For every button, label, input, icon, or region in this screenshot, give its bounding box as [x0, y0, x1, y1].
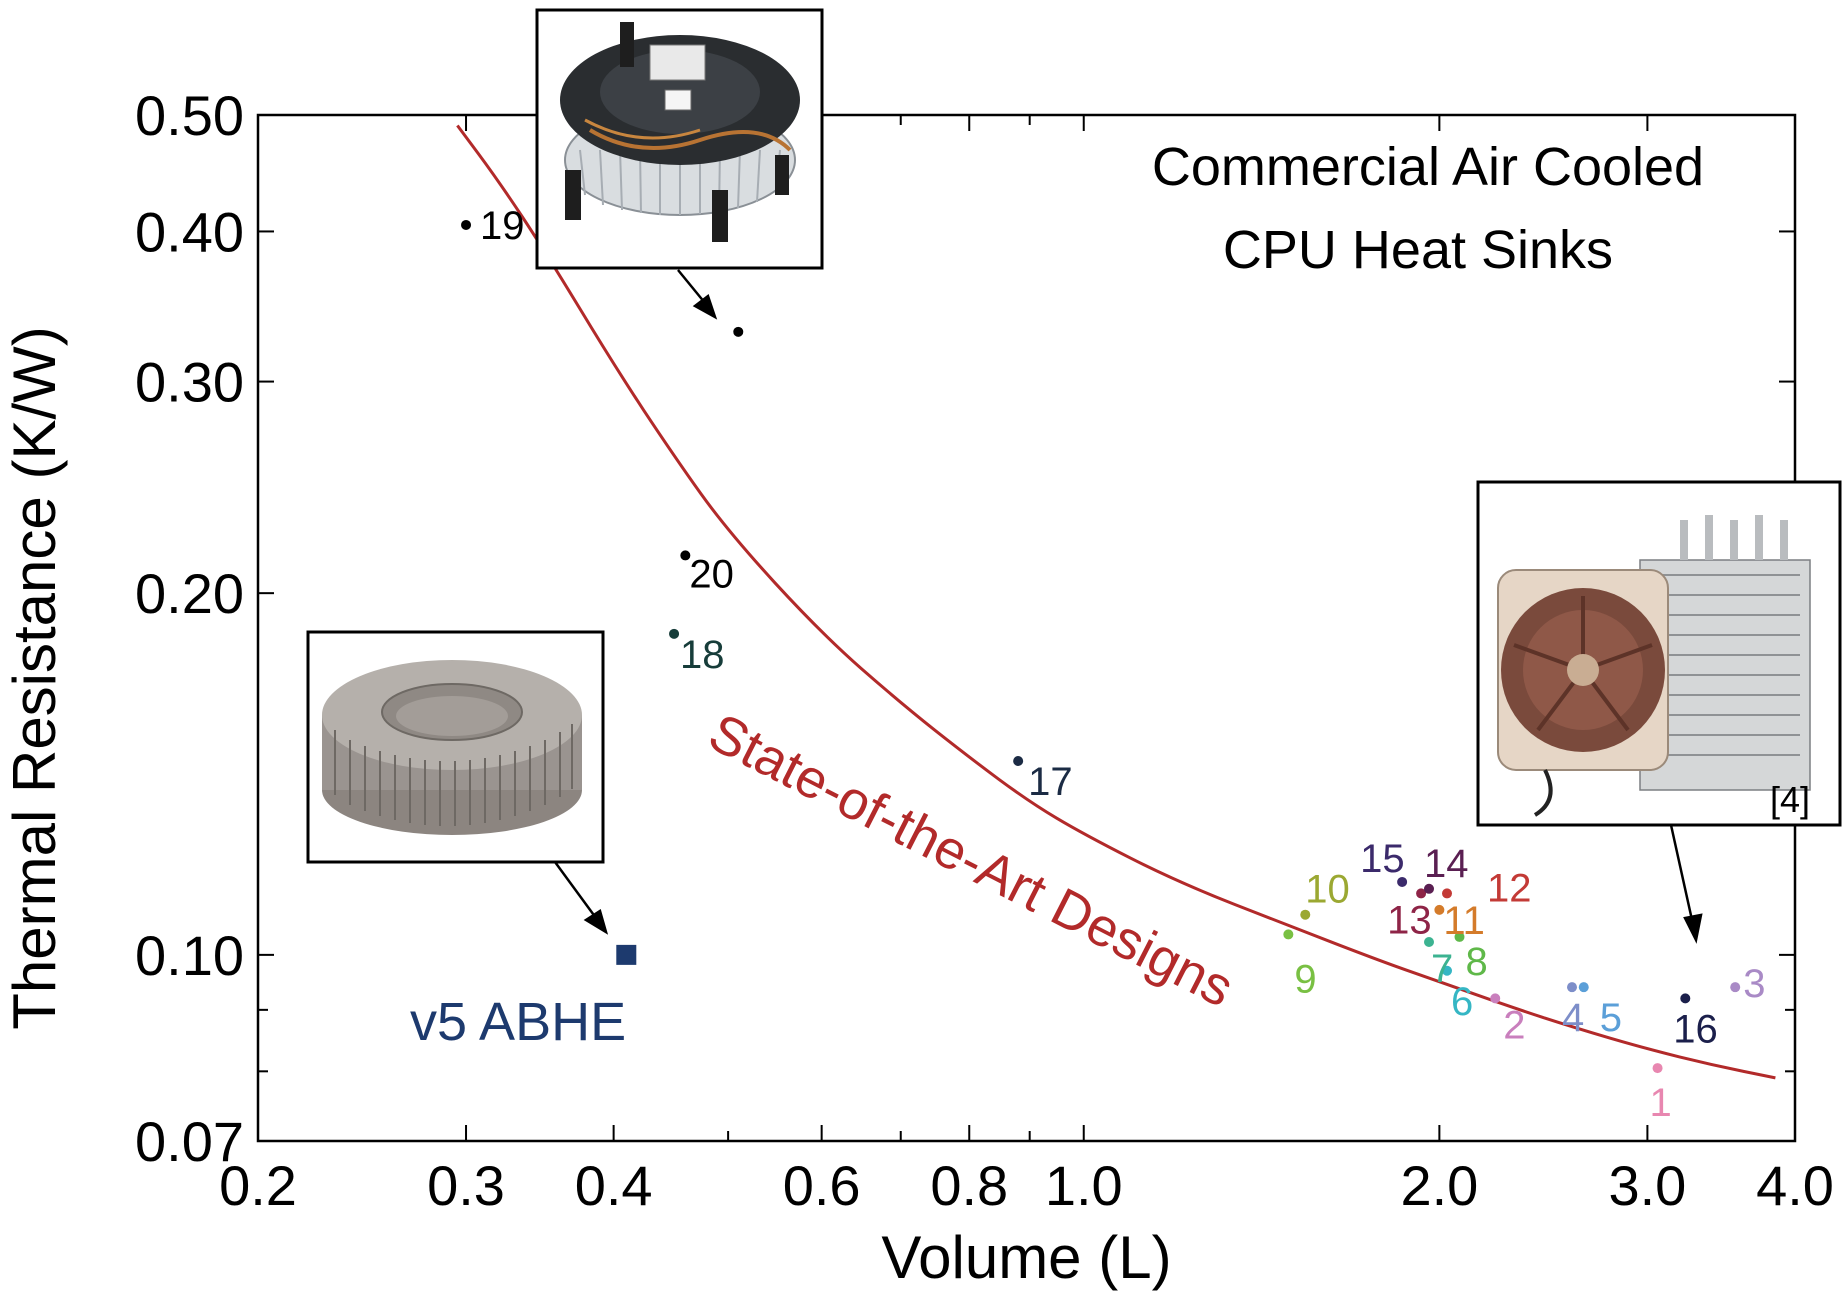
point-label-13: 13: [1387, 898, 1432, 942]
point-marker-12: [1442, 888, 1453, 899]
tick-marks: [257, 114, 1796, 1142]
point-marker-19: [461, 219, 472, 230]
point-label-1: 1: [1650, 1081, 1672, 1125]
point-marker-intel: [733, 326, 744, 337]
arrow-abhe: [553, 861, 598, 919]
point-marker-3: [1730, 982, 1741, 993]
x-tick-label-2: 0.4: [575, 1154, 653, 1217]
y-tick-label-1: 0.40: [135, 200, 244, 263]
v5-abhe-label: v5 ABHE: [410, 992, 626, 1052]
point-label-3: 3: [1743, 962, 1765, 1006]
point-label-12: 12: [1487, 866, 1532, 910]
point-marker-9: [1283, 929, 1294, 940]
point-marker-11: [1434, 904, 1445, 915]
x-tick-label-7: 3.0: [1608, 1154, 1686, 1217]
point-marker-18: [669, 628, 680, 639]
arrow-tower: [1669, 824, 1694, 921]
point-marker-7: [1424, 936, 1435, 947]
point-label-5: 5: [1600, 996, 1622, 1040]
point-marker-20: [680, 550, 691, 561]
x-tick-label-5: 1.0: [1045, 1154, 1123, 1217]
point-label-4: 4: [1562, 996, 1584, 1040]
point-label-15: 15: [1360, 837, 1405, 881]
point-label-2: 2: [1503, 1003, 1525, 1047]
point-marker-10: [1300, 909, 1311, 920]
point-label-6: 6: [1451, 980, 1473, 1024]
tower-cooler-photo: [4]: [1476, 480, 1842, 827]
abhe-heatsink-photo: [306, 630, 605, 864]
y-tick-label-4: 0.10: [135, 924, 244, 987]
point-label-18: 18: [680, 633, 725, 677]
point-marker-13: [1416, 888, 1427, 899]
radial-heatsink-icon: [322, 660, 582, 835]
point-label-9: 9: [1294, 957, 1316, 1001]
intel-cooler-photo: [535, 8, 824, 270]
point-marker-6: [1442, 965, 1453, 976]
y-tick-label-5: 0.07: [135, 1110, 244, 1173]
point-marker-15: [1397, 876, 1408, 887]
arrowhead-intel: [692, 293, 718, 320]
point-marker-4: [1567, 982, 1578, 993]
arrow-intel: [677, 269, 706, 304]
v5-abhe-marker: [616, 944, 637, 965]
y-tick-label-2: 0.30: [135, 351, 244, 414]
point-marker-17: [1013, 755, 1024, 766]
point-marker-5: [1578, 982, 1589, 993]
point-label-16: 16: [1673, 1007, 1718, 1051]
point-label-19: 19: [480, 204, 525, 248]
point-label-7: 7: [1431, 947, 1453, 991]
arrowhead-tower: [1683, 913, 1703, 944]
point-label-20: 20: [689, 552, 734, 596]
point-label-14: 14: [1424, 842, 1469, 886]
point-label-8: 8: [1465, 940, 1487, 984]
x-tick-label-4: 0.8: [930, 1154, 1008, 1217]
point-marker-1: [1652, 1063, 1663, 1074]
point-marker-16: [1680, 993, 1691, 1004]
y-tick-label-3: 0.20: [135, 562, 244, 625]
x-tick-label-0: 0.2: [219, 1154, 297, 1217]
cooler-fan-icon: [560, 22, 800, 242]
y-axis-title: Thermal Resistance (K/W): [1, 326, 68, 1029]
tick-labels: 0.2 0.3 0.4 0.6 0.8 1.0 2.0 3.0 4.0 0.50 0.40 0.30 0…: [135, 84, 1834, 1217]
annotation-title-line1: Commercial Air Cooled: [1152, 137, 1704, 197]
tower-cooler-icon: [1497, 515, 1811, 817]
x-tick-label-1: 0.3: [427, 1154, 505, 1217]
x-axis-title: Volume (L): [881, 1224, 1171, 1291]
state-of-the-art-curve: [456, 124, 1776, 1080]
ref-label: [4]: [1770, 779, 1810, 820]
point-label-17: 17: [1028, 760, 1073, 804]
point-marker-2: [1490, 993, 1501, 1004]
point-marker-8: [1454, 931, 1465, 942]
arrowhead-abhe: [583, 909, 609, 935]
point-label-10: 10: [1305, 868, 1350, 912]
y-tick-label-0: 0.50: [135, 84, 244, 147]
point-label-11: 11: [1443, 899, 1485, 943]
x-tick-label-6: 2.0: [1400, 1154, 1478, 1217]
x-tick-label-8: 4.0: [1756, 1154, 1834, 1217]
annotation-title-line2: CPU Heat Sinks: [1223, 220, 1613, 280]
annotation-arrows: [553, 269, 1703, 944]
x-tick-label-3: 0.6: [783, 1154, 861, 1217]
point-marker-14: [1424, 883, 1435, 894]
